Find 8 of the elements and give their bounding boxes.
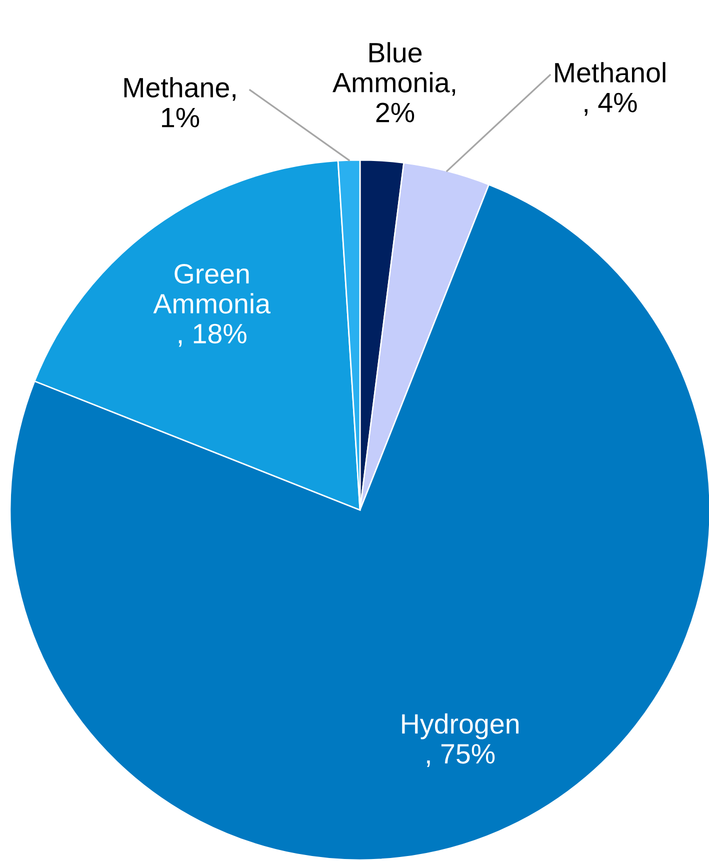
slice-label: Green Ammonia [153, 264, 271, 314]
data-label: , 18% [178, 324, 246, 347]
slice-label: Blue Ammonia, 2% [332, 42, 456, 122]
data-label: , 4% [584, 92, 637, 116]
slice-label: Methane, 1% [124, 77, 236, 128]
slice-label: Methanol [555, 62, 666, 82]
data-label: , 75% [427, 744, 495, 767]
slice-label: Hydrogen [402, 713, 519, 740]
